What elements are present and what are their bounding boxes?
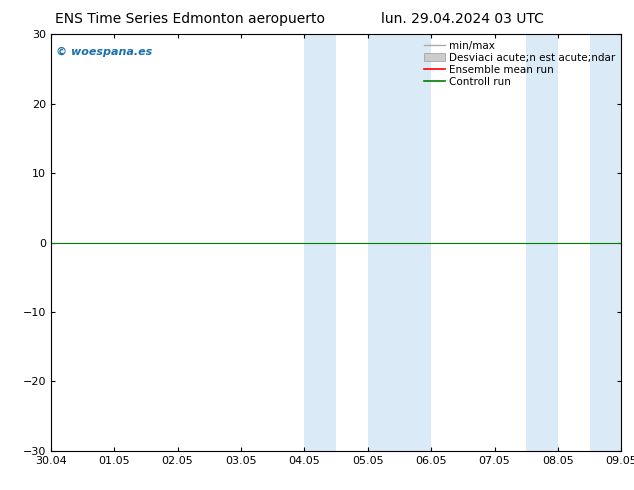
Bar <box>590 34 621 451</box>
Bar <box>304 34 336 451</box>
Bar <box>526 34 558 451</box>
Legend: min/max, Desviaci acute;n est acute;ndar, Ensemble mean run, Controll run: min/max, Desviaci acute;n est acute;ndar… <box>420 36 619 91</box>
Text: ENS Time Series Edmonton aeropuerto: ENS Time Series Edmonton aeropuerto <box>55 12 325 26</box>
Text: lun. 29.04.2024 03 UTC: lun. 29.04.2024 03 UTC <box>382 12 544 26</box>
Text: © woespana.es: © woespana.es <box>56 47 153 57</box>
Bar <box>368 34 431 451</box>
